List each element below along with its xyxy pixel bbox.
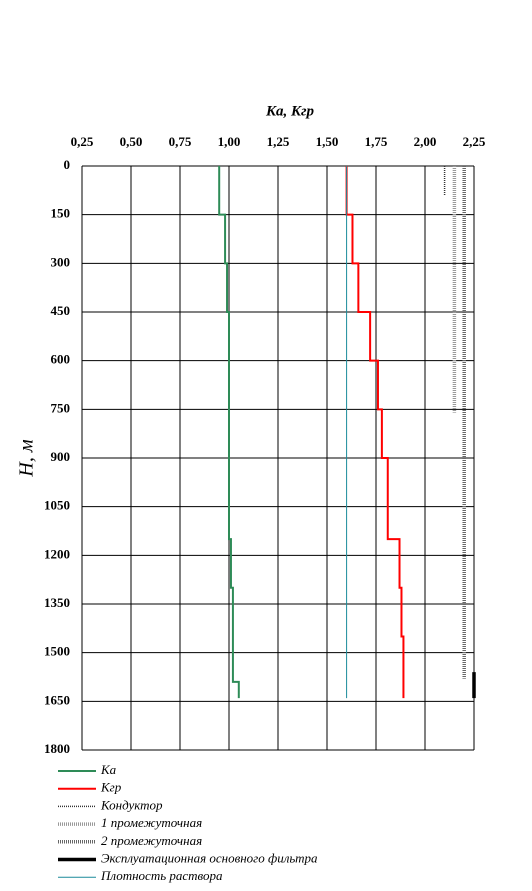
x-tick-label: 1,75: [365, 134, 388, 149]
x-tick-label: 2,00: [414, 134, 437, 149]
series-line: [218, 166, 240, 699]
y-tick-label: 450: [51, 303, 71, 318]
y-tick-label: 1050: [44, 498, 70, 513]
x-tick-label: 1,00: [218, 134, 241, 149]
y-tick-label: 0: [64, 157, 71, 172]
legend-label: Плотность раствора: [100, 868, 223, 883]
x-tick-label: 0,50: [120, 134, 143, 149]
x-tick-label: 1,50: [316, 134, 339, 149]
x-tick-label: 2,25: [463, 134, 486, 149]
legend-label: 2 промежуточная: [101, 833, 202, 848]
y-tick-label: 150: [51, 206, 71, 221]
legend-label: Кондуктор: [100, 797, 163, 812]
legend-label: 1 промежуточная: [101, 815, 202, 830]
legend-label: Эксплуатационная основного фильтра: [101, 850, 318, 865]
series-line: [345, 166, 405, 699]
y-tick-label: 900: [51, 449, 71, 464]
y-tick-label: 600: [51, 352, 71, 367]
y-tick-label: 1650: [44, 692, 70, 707]
legend-label: Ka: [100, 762, 117, 777]
y-tick-label: 1200: [44, 546, 70, 561]
y-tick-label: 300: [51, 254, 71, 269]
x-axis-title: Ka, Kгр: [265, 103, 315, 119]
y-tick-label: 1350: [44, 595, 70, 610]
legend-label: Kгр: [100, 780, 122, 795]
x-tick-label: 0,75: [169, 134, 192, 149]
y-tick-label: 750: [51, 400, 71, 415]
x-tick-label: 0,25: [71, 134, 94, 149]
y-tick-label: 1500: [44, 644, 70, 659]
x-tick-label: 1,25: [267, 134, 290, 149]
y-axis-title: H, м: [16, 439, 38, 477]
y-tick-label: 1800: [44, 741, 70, 756]
